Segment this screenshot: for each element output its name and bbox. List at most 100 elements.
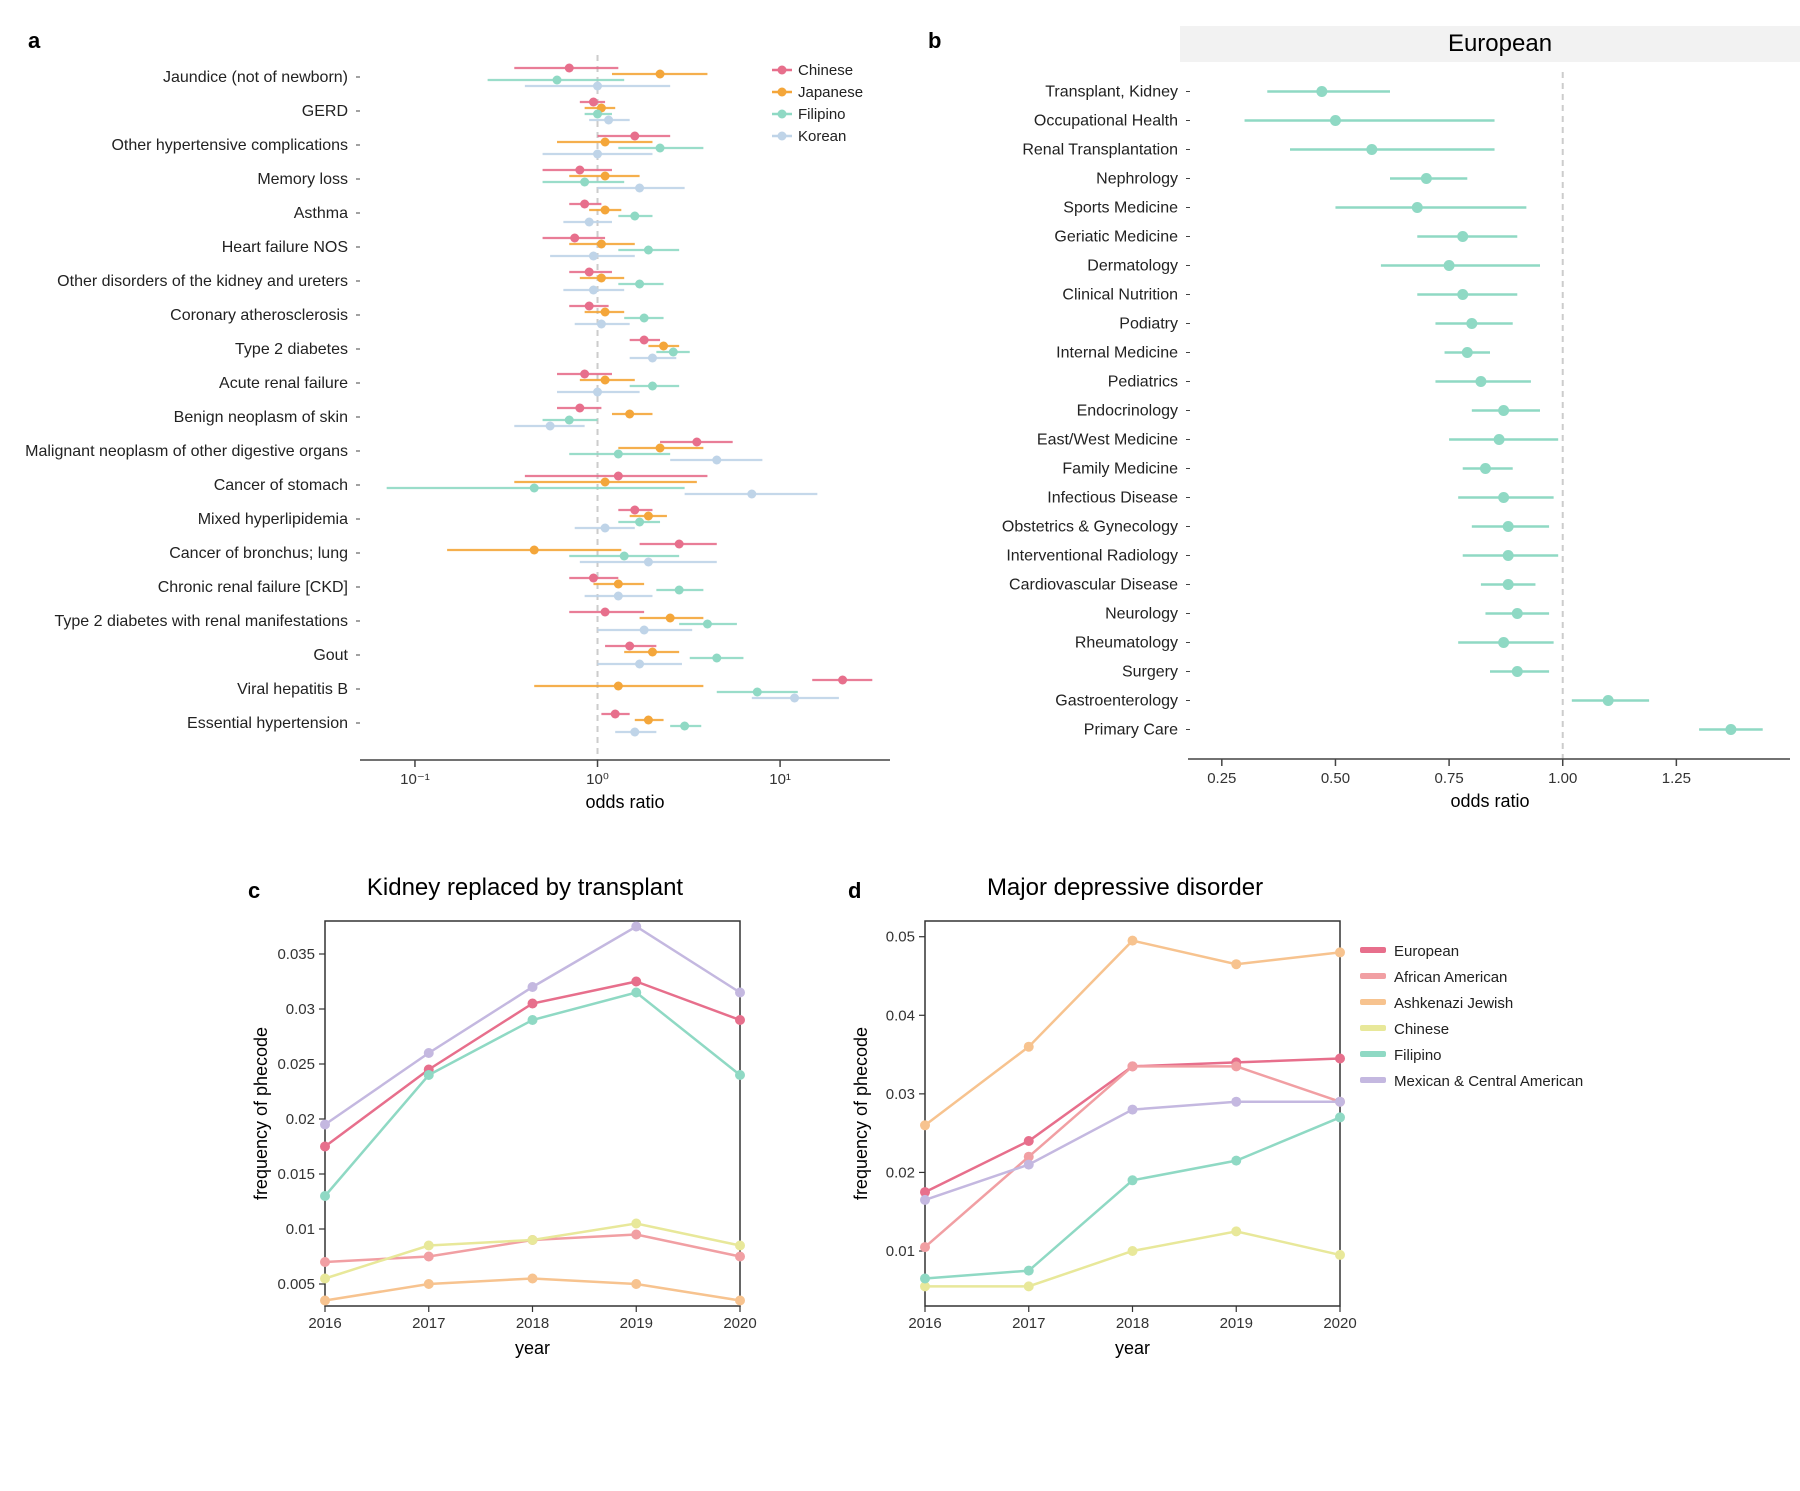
svg-text:Nephrology: Nephrology <box>1096 171 1178 188</box>
panel-c-title: Kidney replaced by transplant <box>290 870 760 906</box>
svg-text:Chinese: Chinese <box>1394 1021 1449 1038</box>
svg-text:Cancer of stomach: Cancer of stomach <box>214 477 348 494</box>
panel-label-a: a <box>28 28 40 54</box>
svg-text:year: year <box>515 1338 550 1358</box>
panel-a: a 10⁻¹10⁰10¹odds ratioJaundice (not of n… <box>20 20 920 850</box>
svg-text:2019: 2019 <box>620 1315 653 1332</box>
panel-b-title: European <box>1180 26 1800 62</box>
bottom-row: c Kidney replaced by transplant 2016 2017… <box>20 850 1800 1450</box>
svg-text:0.05: 0.05 <box>886 929 915 946</box>
svg-text:Benign neoplasm of skin: Benign neoplasm of skin <box>174 409 348 426</box>
svg-text:0.50: 0.50 <box>1321 770 1350 787</box>
svg-text:Coronary atherosclerosis: Coronary atherosclerosis <box>170 307 348 324</box>
svg-text:0.04: 0.04 <box>886 1007 915 1024</box>
svg-text:Viral hepatitis B: Viral hepatitis B <box>237 681 348 698</box>
svg-text:2019: 2019 <box>1220 1315 1253 1332</box>
svg-text:GERD: GERD <box>302 103 348 120</box>
svg-text:2016: 2016 <box>908 1315 941 1332</box>
svg-text:Essential hypertension: Essential hypertension <box>187 715 348 732</box>
svg-text:Other disorders of the kidney: Other disorders of the kidney and ureter… <box>57 273 348 290</box>
svg-text:0.01: 0.01 <box>286 1221 315 1238</box>
svg-text:0.01: 0.01 <box>886 1243 915 1260</box>
svg-text:Geriatic Medicine: Geriatic Medicine <box>1054 229 1178 246</box>
panel-b: b European 0.25 0.50 0.75 1.00 1.25 odds rati… <box>920 20 1800 850</box>
svg-text:Jaundice (not of newborn): Jaundice (not of newborn) <box>163 69 348 86</box>
svg-text:Mexican & Central American: Mexican & Central American <box>1394 1073 1583 1090</box>
svg-text:0.03: 0.03 <box>286 1001 315 1018</box>
svg-text:Korean: Korean <box>798 128 846 145</box>
svg-text:Surgery: Surgery <box>1122 664 1178 681</box>
svg-text:2020: 2020 <box>723 1315 756 1332</box>
svg-text:Mixed hyperlipidemia: Mixed hyperlipidemia <box>198 511 348 528</box>
legend-d: European African American Ashkenazi Jewish… <box>1360 940 1590 1140</box>
svg-text:Malignant neoplasm of other di: Malignant neoplasm of other digestive or… <box>25 443 348 460</box>
svg-text:Family Medicine: Family Medicine <box>1062 461 1178 478</box>
forest-plot-a: 10⁻¹10⁰10¹odds ratioJaundice (not of new… <box>20 20 920 840</box>
svg-text:frequency of phecode: frequency of phecode <box>851 1027 871 1200</box>
svg-text:Japanese: Japanese <box>798 84 863 101</box>
svg-text:Rheumatology: Rheumatology <box>1075 635 1178 652</box>
svg-text:Internal Medicine: Internal Medicine <box>1056 345 1178 362</box>
svg-text:0.25: 0.25 <box>1207 770 1236 787</box>
svg-text:African American: African American <box>1394 969 1507 986</box>
svg-text:Primary Care: Primary Care <box>1084 722 1178 739</box>
svg-text:Acute renal failure: Acute renal failure <box>219 375 348 392</box>
svg-text:1.25: 1.25 <box>1662 770 1691 787</box>
svg-text:Filipino: Filipino <box>798 106 846 123</box>
svg-text:Dermatology: Dermatology <box>1087 258 1178 275</box>
svg-text:odds ratio: odds ratio <box>585 792 664 812</box>
svg-text:Transplant, Kidney: Transplant, Kidney <box>1045 84 1178 101</box>
svg-text:Chronic renal failure [CKD]: Chronic renal failure [CKD] <box>158 579 348 596</box>
svg-text:odds ratio: odds ratio <box>1450 791 1529 811</box>
svg-text:Gout: Gout <box>313 647 348 664</box>
svg-text:2017: 2017 <box>412 1315 445 1332</box>
svg-text:Type 2 diabetes with renal man: Type 2 diabetes with renal manifestation… <box>55 613 349 630</box>
panel-d-title: Major depressive disorder <box>890 870 1360 906</box>
svg-text:10⁰: 10⁰ <box>586 771 609 788</box>
svg-text:East/West Medicine: East/West Medicine <box>1037 432 1178 449</box>
svg-text:Infectious Disease: Infectious Disease <box>1047 490 1178 507</box>
svg-text:2017: 2017 <box>1012 1315 1045 1332</box>
panel-label-d: d <box>848 878 861 904</box>
svg-text:Gastroenterology: Gastroenterology <box>1055 693 1178 710</box>
svg-text:Occupational Health: Occupational Health <box>1034 113 1178 130</box>
svg-text:0.015: 0.015 <box>277 1166 315 1183</box>
svg-text:1.00: 1.00 <box>1548 770 1577 787</box>
panel-label-c: c <box>248 878 260 904</box>
forest-plot-b: 0.25 0.50 0.75 1.00 1.25 odds ratio Transplant… <box>920 62 1800 832</box>
svg-text:Interventional Radiology: Interventional Radiology <box>1006 548 1178 565</box>
svg-text:Other hypertensive complicatio: Other hypertensive complications <box>111 137 348 154</box>
svg-text:Memory loss: Memory loss <box>257 171 348 188</box>
svg-text:2018: 2018 <box>1116 1315 1149 1332</box>
svg-text:Obstetrics & Gynecology: Obstetrics & Gynecology <box>1002 519 1178 536</box>
svg-text:Asthma: Asthma <box>294 205 348 222</box>
svg-text:Cardiovascular Disease: Cardiovascular Disease <box>1009 577 1178 594</box>
svg-text:Clinical Nutrition: Clinical Nutrition <box>1062 287 1178 304</box>
svg-text:2016: 2016 <box>308 1315 341 1332</box>
svg-text:Cancer of bronchus; lung: Cancer of bronchus; lung <box>169 545 348 562</box>
svg-text:0.005: 0.005 <box>277 1276 315 1293</box>
panel-label-b: b <box>928 28 941 54</box>
svg-text:Neurology: Neurology <box>1105 606 1178 623</box>
svg-text:10¹: 10¹ <box>769 771 791 788</box>
svg-text:Pediatrics: Pediatrics <box>1108 374 1178 391</box>
svg-text:Podiatry: Podiatry <box>1119 316 1178 333</box>
svg-text:European: European <box>1394 943 1459 960</box>
svg-text:Renal Transplantation: Renal Transplantation <box>1022 142 1178 159</box>
svg-text:0.02: 0.02 <box>886 1164 915 1181</box>
svg-text:2020: 2020 <box>1323 1315 1356 1332</box>
svg-text:frequency of phecode: frequency of phecode <box>251 1027 271 1200</box>
svg-text:0.02: 0.02 <box>286 1111 315 1128</box>
svg-text:0.75: 0.75 <box>1434 770 1463 787</box>
svg-text:0.035: 0.035 <box>277 946 315 963</box>
line-chart-c: 2016 2017 2018 2019 2020 year 0.005 0.01 0.015 0.… <box>240 906 760 1376</box>
panel-c: c Kidney replaced by transplant 2016 2017… <box>240 870 760 1450</box>
svg-text:Ashkenazi Jewish: Ashkenazi Jewish <box>1394 995 1513 1012</box>
svg-text:Type 2 diabetes: Type 2 diabetes <box>235 341 348 358</box>
figure-grid: a 10⁻¹10⁰10¹odds ratioJaundice (not of n… <box>20 20 1780 1450</box>
svg-text:Endocrinology: Endocrinology <box>1077 403 1178 420</box>
svg-text:2018: 2018 <box>516 1315 549 1332</box>
panel-d: d Major depressive disorder 2016 2017 2018… <box>840 870 1600 1450</box>
svg-text:Sports Medicine: Sports Medicine <box>1063 200 1178 217</box>
svg-text:0.025: 0.025 <box>277 1056 315 1073</box>
